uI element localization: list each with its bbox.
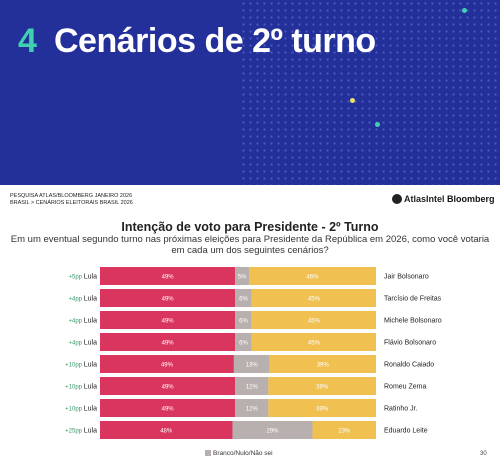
lula-bar-segment [100, 355, 234, 373]
right-candidate-label: Jair Bolsonaro [384, 274, 429, 281]
opponent-bar-segment [251, 311, 376, 329]
legend: Branco/Nulo/Não sei [205, 450, 273, 457]
margin-label: +5pp [68, 275, 82, 281]
bar-value-label: 45% [308, 341, 321, 347]
bar-value-label: 23% [338, 429, 351, 435]
right-candidate-label: Romeu Zema [384, 384, 427, 391]
right-candidate-label: Ratinho Jr. [384, 406, 418, 413]
breadcrumb: BRASIL > CENÁRIOS ELEITORAIS BRASIL 2026 [10, 200, 133, 206]
bar-value-label: 6% [239, 319, 248, 325]
left-candidate-label: Lula [84, 340, 97, 347]
bar-value-label: 12% [246, 385, 259, 391]
bar-value-label: 45% [308, 297, 321, 303]
lula-bar-segment [100, 421, 233, 439]
undecided-bar-segment [235, 267, 250, 285]
left-candidate-label: Lula [84, 428, 97, 435]
undecided-bar-segment [235, 377, 269, 395]
chart-subtitle-line1: Em um eventual segundo turno nas próxima… [10, 234, 490, 245]
legend-label: Branco/Nulo/Não sei [213, 450, 273, 457]
bar-value-label: 48% [160, 429, 173, 435]
section-number: 4 [18, 22, 37, 60]
bar-value-label: 49% [161, 363, 174, 369]
right-candidate-label: Ronaldo Caiado [384, 362, 434, 369]
lula-bar-segment [100, 399, 236, 417]
right-candidate-label: Flávio Bolsonaro [384, 340, 436, 347]
section-title: Cenários de 2º turno [54, 22, 376, 60]
glow-dot-decoration [462, 8, 467, 13]
bar-value-label: 13% [246, 363, 259, 369]
margin-label: +4pp [68, 297, 82, 303]
bar-value-label: 39% [316, 407, 329, 413]
opponent-bar-segment [268, 377, 376, 395]
left-candidate-label: Lula [84, 406, 97, 413]
undecided-bar-segment [232, 421, 313, 439]
lula-bar-segment [100, 377, 236, 395]
undecided-bar-segment [235, 311, 252, 329]
opponent-bar-segment [312, 421, 376, 439]
left-candidate-label: Lula [84, 296, 97, 303]
bar-value-label: 49% [162, 407, 175, 413]
bar-value-label: 6% [239, 341, 248, 347]
glow-dot-decoration [375, 122, 380, 127]
right-candidate-label: Eduardo Leite [384, 428, 428, 435]
undecided-bar-segment [233, 355, 270, 373]
bar-value-label: 5% [238, 275, 247, 281]
bloomberg-logo: Bloomberg [447, 194, 495, 204]
page-number: 30 [480, 451, 487, 457]
left-candidate-label: Lula [84, 274, 97, 281]
margin-label: +4pp [68, 319, 82, 325]
survey-label: PESQUISA ATLAS/BLOOMBERG JANEIRO 2026 [10, 193, 133, 199]
opponent-bar-segment [269, 355, 376, 373]
atlas-logo-text: AtlasIntel [404, 194, 445, 204]
left-candidate-label: Lula [84, 318, 97, 325]
bar-value-label: 12% [246, 407, 259, 413]
margin-label: +10pp [65, 363, 83, 369]
bar-value-label: 49% [162, 319, 175, 325]
right-candidate-label: Tarcísio de Freitas [384, 296, 442, 303]
opponent-bar-segment [268, 399, 376, 417]
margin-label: +4pp [68, 341, 82, 347]
atlas-logo-icon [392, 194, 402, 204]
left-candidate-label: Lula [84, 384, 97, 391]
bar-value-label: 49% [162, 385, 175, 391]
slide: PESQUISA ATLAS/BLOOMBERG JANEIRO 2026 BR… [0, 185, 500, 464]
left-candidate-label: Lula [84, 362, 97, 369]
lula-bar-segment [100, 333, 236, 351]
lula-bar-segment [100, 267, 236, 285]
legend-swatch [205, 450, 211, 456]
undecided-bar-segment [235, 289, 252, 307]
lula-bar-segment [100, 311, 236, 329]
undecided-bar-segment [235, 333, 252, 351]
stacked-bar-chart: +5pp Lula 49% 5% 46% Jair Bolsonaro+4pp Lula 49… [65, 267, 442, 439]
undecided-bar-segment [235, 399, 269, 417]
opponent-bar-segment [249, 267, 376, 285]
margin-label: +10pp [65, 385, 83, 391]
chart-subtitle-line2: em cada um dos seguintes cenários? [171, 245, 329, 256]
margin-label: +10pp [65, 407, 83, 413]
atlasintel-logo: AtlasIntel [392, 194, 445, 204]
chart-title: Intenção de voto para Presidente - 2º Tu… [121, 220, 379, 234]
dot-map-decoration [240, 0, 500, 185]
bar-value-label: 49% [162, 297, 175, 303]
bar-value-label: 39% [317, 363, 330, 369]
bar-value-label: 6% [239, 297, 248, 303]
opponent-bar-segment [251, 289, 376, 307]
bar-value-label: 49% [162, 275, 175, 281]
bar-value-label: 45% [308, 319, 321, 325]
opponent-bar-segment [251, 333, 376, 351]
bar-value-label: 39% [316, 385, 329, 391]
bar-value-label: 49% [162, 341, 175, 347]
bar-value-label: 46% [307, 275, 320, 281]
lula-bar-segment [100, 289, 236, 307]
section-banner: 4 Cenários de 2º turno [0, 0, 500, 185]
bar-value-label: 29% [266, 429, 279, 435]
right-candidate-label: Michele Bolsonaro [384, 318, 442, 325]
glow-dot-decoration [350, 98, 355, 103]
margin-label: +25pp [65, 429, 83, 435]
